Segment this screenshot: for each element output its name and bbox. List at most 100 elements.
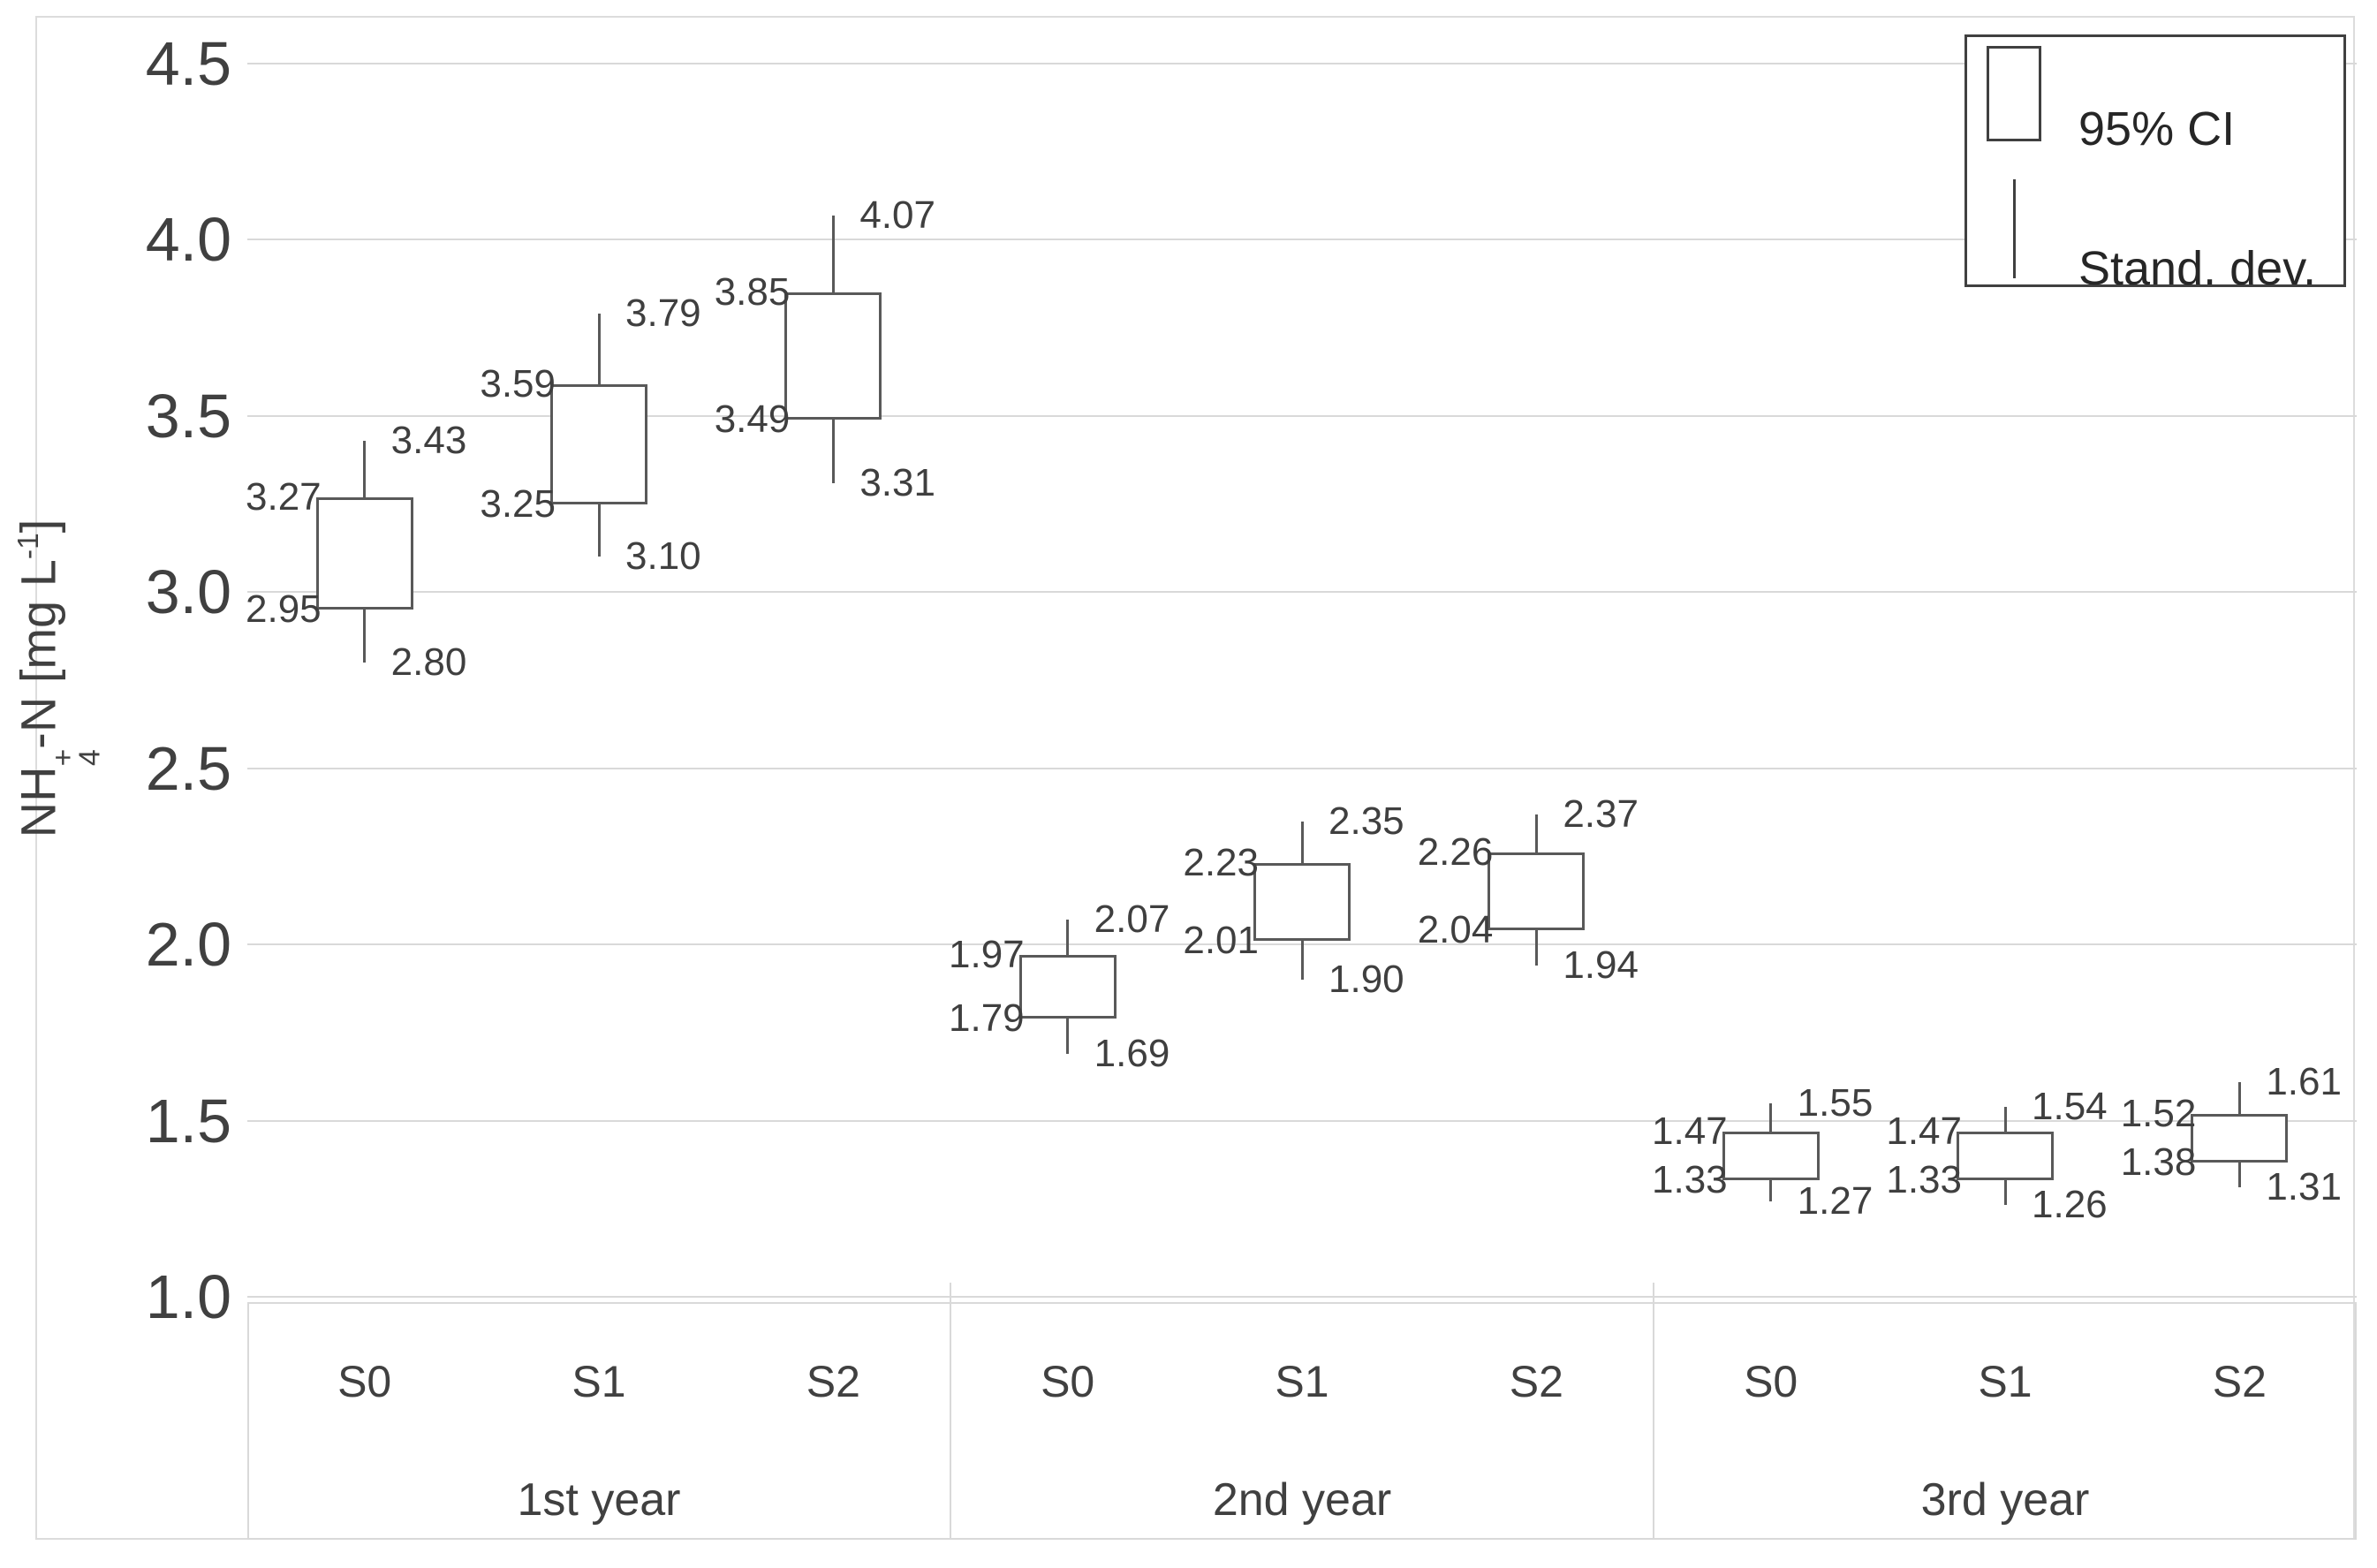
label-sd-low: 1.27 xyxy=(1797,1179,1874,1223)
label-ci-high: 1.47 xyxy=(1886,1109,1962,1153)
x-axis-treatment-label: S0 xyxy=(1041,1357,1095,1406)
label-ci-high: 3.85 xyxy=(714,270,791,314)
sd-whisker-top xyxy=(1769,1102,1773,1132)
y-tick-label: 2.0 xyxy=(145,910,231,980)
gridline xyxy=(247,239,2357,241)
legend-label-ci: 95% CI xyxy=(2078,102,2236,155)
gridline xyxy=(247,414,2357,417)
label-sd-high: 3.79 xyxy=(625,292,701,336)
legend: 95% CI Stand. dev. xyxy=(1964,34,2346,295)
label-ci-low: 2.04 xyxy=(1417,908,1494,952)
label-sd-low: 1.26 xyxy=(2032,1183,2108,1227)
label-sd-low: 3.10 xyxy=(625,534,701,579)
label-sd-high: 4.07 xyxy=(859,193,935,237)
y-tick-label: 1.0 xyxy=(145,1262,231,1331)
y-tick-label: 4.5 xyxy=(145,29,231,98)
stand-dev-line-icon xyxy=(2013,179,2016,278)
label-ci-high: 2.26 xyxy=(1417,830,1494,875)
gridline xyxy=(247,591,2357,594)
gridline xyxy=(247,63,2357,64)
ci-box xyxy=(550,383,647,504)
gridline xyxy=(247,767,2357,769)
ci-box xyxy=(2191,1113,2289,1163)
ci-box xyxy=(784,292,882,420)
sd-whisker-bottom xyxy=(1300,941,1304,980)
sd-whisker-top xyxy=(597,314,601,384)
sd-whisker-bottom xyxy=(1534,930,1538,966)
label-sd-high: 2.07 xyxy=(1094,898,1170,942)
label-ci-low: 1.33 xyxy=(1886,1158,1962,1202)
ci-box xyxy=(1253,863,1351,942)
label-ci-low: 2.95 xyxy=(246,587,322,632)
label-sd-high: 2.37 xyxy=(1563,792,1639,836)
label-sd-low: 1.31 xyxy=(2266,1165,2342,1209)
label-sd-high: 1.54 xyxy=(2032,1084,2108,1128)
label-ci-high: 1.52 xyxy=(2120,1091,2197,1135)
label-ci-high: 3.27 xyxy=(246,474,322,519)
sd-whisker-bottom xyxy=(1769,1180,1773,1202)
label-ci-low: 1.79 xyxy=(949,996,1025,1040)
y-tick-label: 2.5 xyxy=(145,733,231,803)
category-band xyxy=(247,1302,2357,1540)
gridline xyxy=(247,1119,2357,1122)
label-sd-high: 1.55 xyxy=(1797,1080,1874,1125)
x-axis-treatment-label: S2 xyxy=(1509,1357,1563,1406)
y-tick-label: 4.0 xyxy=(145,205,231,275)
x-axis-treatment-label: S1 xyxy=(572,1357,626,1406)
x-axis-treatment-label: S1 xyxy=(1275,1357,1329,1406)
x-axis-year-label: 3rd year xyxy=(1920,1474,2090,1526)
label-ci-high: 2.23 xyxy=(1183,841,1259,885)
sd-whisker-bottom xyxy=(363,610,367,663)
x-axis-year-label: 1st year xyxy=(517,1474,681,1526)
label-ci-high: 3.59 xyxy=(480,361,556,405)
sd-whisker-top xyxy=(363,440,367,497)
label-ci-low: 2.01 xyxy=(1183,919,1259,963)
label-sd-high: 2.35 xyxy=(1329,799,1404,843)
x-axis-treatment-label: S2 xyxy=(2212,1357,2267,1406)
ci-box xyxy=(1018,955,1117,1019)
x-axis-treatment-label: S0 xyxy=(1744,1357,1798,1406)
y-tick-label: 3.0 xyxy=(145,557,231,627)
sd-whisker-bottom xyxy=(831,419,835,483)
label-sd-low: 1.94 xyxy=(1563,943,1639,988)
x-axis-year-label: 2nd year xyxy=(1212,1474,1392,1526)
legend-label-sd: Stand. dev. xyxy=(2078,242,2317,295)
ci-box xyxy=(1957,1131,2054,1181)
sd-whisker-top xyxy=(1066,920,1070,956)
ci-box xyxy=(1722,1131,1820,1181)
y-tick-label: 1.5 xyxy=(145,1086,231,1155)
label-ci-high: 1.97 xyxy=(949,933,1025,977)
sd-whisker-bottom xyxy=(2003,1180,2007,1206)
label-ci-high: 1.47 xyxy=(1652,1109,1728,1153)
sd-whisker-top xyxy=(831,215,835,293)
label-sd-low: 1.90 xyxy=(1329,958,1404,1002)
category-band-divider xyxy=(1653,1302,1654,1540)
label-sd-low: 2.80 xyxy=(390,640,467,685)
y-tick-label: 3.5 xyxy=(145,381,231,451)
ci-box xyxy=(1488,852,1586,931)
ci-box-icon xyxy=(1987,46,2041,141)
axis-tick-mark xyxy=(1653,1283,1654,1302)
x-axis-treatment-label: S1 xyxy=(1978,1357,2033,1406)
label-ci-low: 1.38 xyxy=(2120,1140,2197,1185)
sd-whisker-bottom xyxy=(597,504,601,557)
sd-whisker-top xyxy=(1300,821,1304,864)
sd-whisker-top xyxy=(2003,1106,2007,1132)
label-sd-high: 3.43 xyxy=(390,418,467,462)
label-sd-low: 1.69 xyxy=(1094,1031,1170,1075)
sd-whisker-bottom xyxy=(1066,1018,1070,1054)
label-ci-low: 3.49 xyxy=(714,397,791,441)
label-sd-low: 3.31 xyxy=(859,460,935,504)
x-axis-treatment-label: S2 xyxy=(806,1357,860,1406)
x-axis-treatment-label: S0 xyxy=(337,1357,392,1406)
sd-whisker-top xyxy=(1534,814,1538,853)
sd-whisker-bottom xyxy=(2237,1163,2241,1188)
label-ci-low: 3.25 xyxy=(480,481,556,526)
label-sd-high: 1.61 xyxy=(2266,1059,2342,1103)
label-ci-low: 1.33 xyxy=(1652,1158,1728,1202)
gridline xyxy=(247,1296,2357,1298)
ci-box xyxy=(315,496,413,610)
sd-whisker-top xyxy=(2237,1081,2241,1114)
